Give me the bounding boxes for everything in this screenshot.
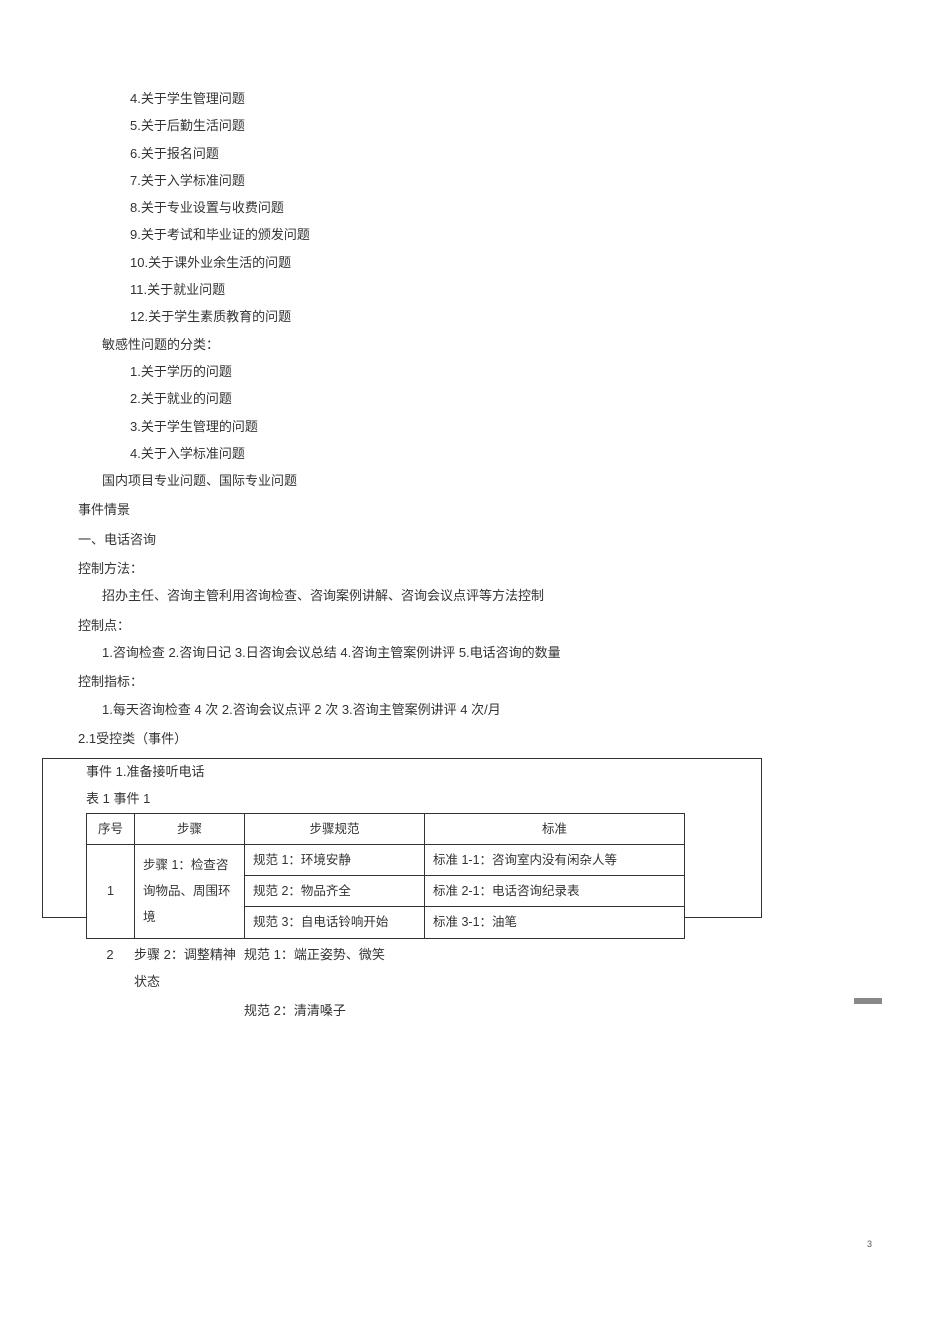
table-1-caption: 表 1 事件 1 <box>86 785 872 812</box>
sensitive-item-1: 1.关于学历的问题 <box>78 358 872 385</box>
sensitive-heading: 敏感性问题的分类： <box>78 331 872 358</box>
cell-norm-1-2: 规范 2：物品齐全 <box>245 876 425 907</box>
phone-consult-heading: 一、电话咨询 <box>78 526 872 553</box>
question-item-4: 4.关于学生管理问题 <box>78 85 872 112</box>
event-1-table: 序号 步骤 步骤规范 标准 1 步骤 1：检查咨询物品、周围环境 规范 1：环境… <box>86 813 685 939</box>
question-item-7: 7.关于入学标准问题 <box>78 167 872 194</box>
event-1-title: 事件 1.准备接听电话 <box>86 758 872 785</box>
cell-seq-1: 1 <box>87 844 135 938</box>
page-number: 3 <box>867 1235 872 1254</box>
event-table-wrapper: 事件 1.准备接听电话 表 1 事件 1 序号 步骤 步骤规范 标准 1 步骤 … <box>78 758 872 1024</box>
table-row-2-line2: 规范 2：清清嗓子 <box>86 997 872 1024</box>
table-header-row: 序号 步骤 步骤规范 标准 <box>87 813 685 844</box>
control-point-text: 1.咨询检查 2.咨询日记 3.日咨询会议总结 4.咨询主管案例讲评 5.电话咨… <box>78 639 872 666</box>
control-metric-text: 1.每天咨询检查 4 次 2.咨询会议点评 2 次 3.咨询主管案例讲评 4 次… <box>78 696 872 723</box>
header-standard: 标准 <box>425 813 685 844</box>
question-item-6: 6.关于报名问题 <box>78 140 872 167</box>
question-item-11: 11.关于就业问题 <box>78 276 872 303</box>
cell-norm-2-1: 规范 1：端正姿势、微笑 <box>244 941 424 996</box>
sensitive-item-2: 2.关于就业的问题 <box>78 385 872 412</box>
cell-standard-1-1: 标准 1-1：咨询室内没有闲杂人等 <box>425 844 685 875</box>
event-scene-heading: 事件情景 <box>78 496 872 523</box>
cell-seq-2: 2 <box>86 941 134 996</box>
header-norm: 步骤规范 <box>245 813 425 844</box>
question-item-8: 8.关于专业设置与收费问题 <box>78 194 872 221</box>
domestic-international-note: 国内项目专业问题、国际专业问题 <box>78 467 872 494</box>
cell-norm-1-1: 规范 1：环境安静 <box>245 844 425 875</box>
cell-norm-1-3: 规范 3：自电话铃响开始 <box>245 907 425 938</box>
question-item-5: 5.关于后勤生活问题 <box>78 112 872 139</box>
sensitive-item-4: 4.关于入学标准问题 <box>78 440 872 467</box>
question-item-9: 9.关于考试和毕业证的颁发问题 <box>78 221 872 248</box>
cell-step-1: 步骤 1：检查咨询物品、周围环境 <box>135 844 245 938</box>
control-point-label: 控制点： <box>78 612 872 639</box>
table-row-2-line1: 2 步骤 2：调整精神状态 规范 1：端正姿势、微笑 <box>86 941 872 996</box>
question-item-10: 10.关于课外业余生活的问题 <box>78 249 872 276</box>
control-metric-label: 控制指标： <box>78 668 872 695</box>
section-2-1-heading: 2.1受控类（事件） <box>78 725 872 752</box>
cell-norm-2-2: 规范 2：清清嗓子 <box>244 997 424 1024</box>
sensitive-item-3: 3.关于学生管理的问题 <box>78 413 872 440</box>
cell-standard-1-3: 标准 3-1：油笔 <box>425 907 685 938</box>
question-item-12: 12.关于学生素质教育的问题 <box>78 303 872 330</box>
table-row: 1 步骤 1：检查咨询物品、周围环境 规范 1：环境安静 标准 1-1：咨询室内… <box>87 844 685 875</box>
control-method-text: 招办主任、咨询主管利用咨询检查、咨询案例讲解、咨询会议点评等方法控制 <box>78 582 872 609</box>
cell-step-2: 步骤 2：调整精神状态 <box>134 941 244 996</box>
control-method-label: 控制方法： <box>78 555 872 582</box>
cell-standard-1-2: 标准 2-1：电话咨询纪录表 <box>425 876 685 907</box>
header-seq: 序号 <box>87 813 135 844</box>
header-step: 步骤 <box>135 813 245 844</box>
